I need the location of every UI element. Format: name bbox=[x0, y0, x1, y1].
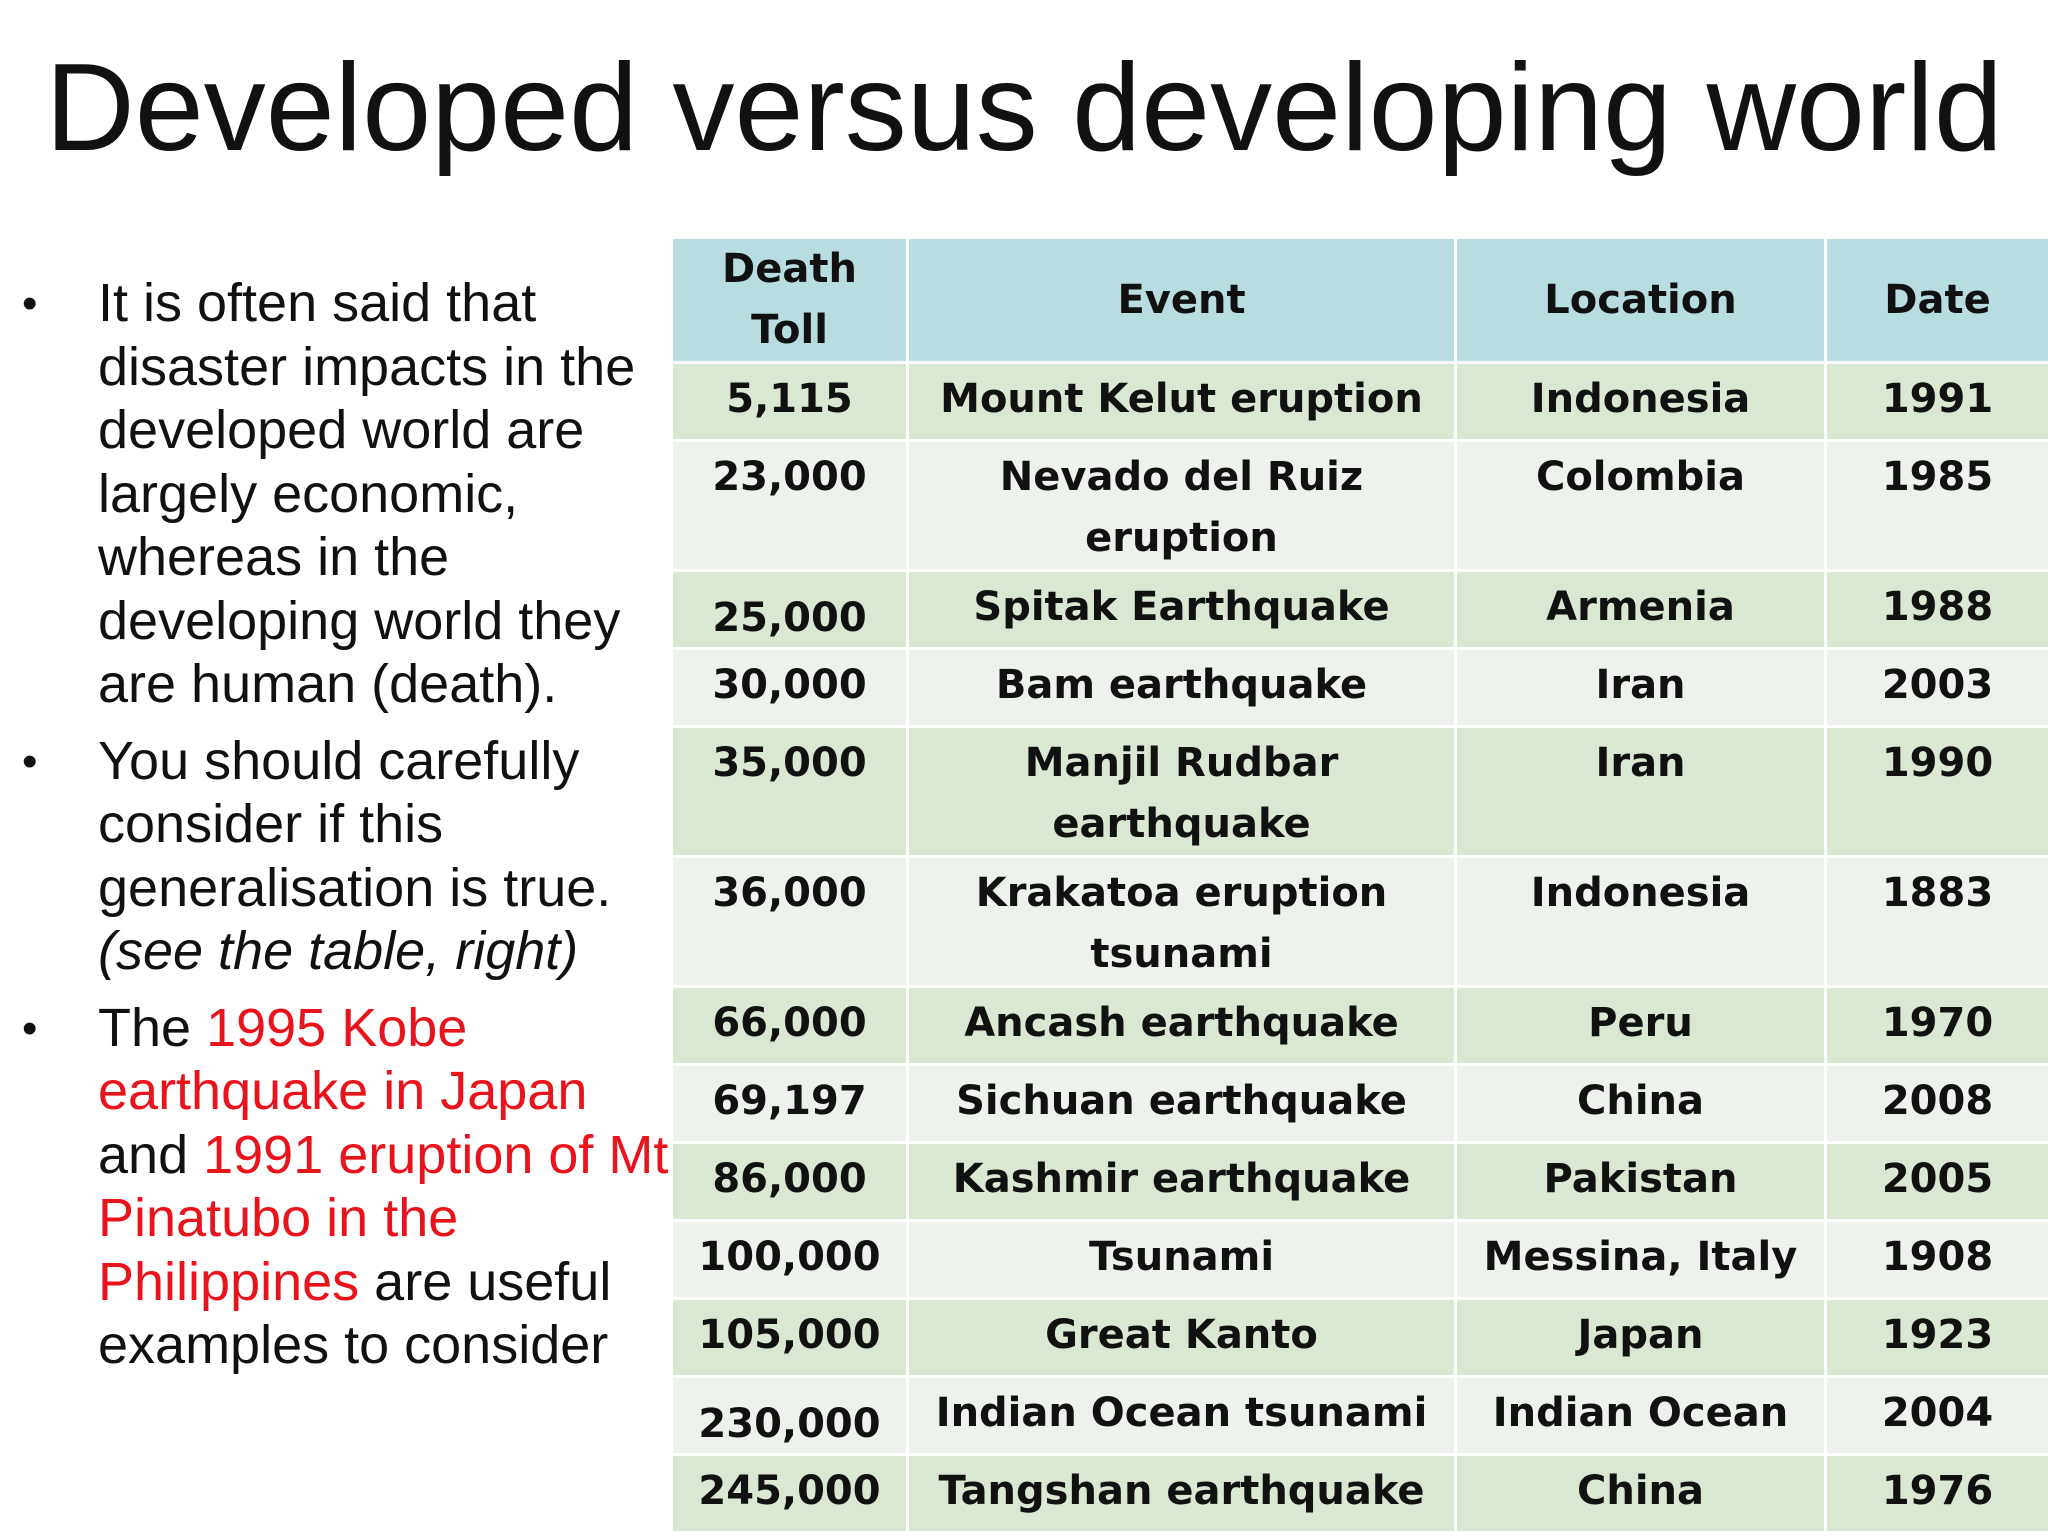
cell-death-toll: 86,000 bbox=[670, 1141, 909, 1222]
table-row: 5,115 Mount Kelut eruption Indonesia 199… bbox=[670, 361, 2048, 442]
cell-location: Armenia bbox=[1454, 569, 1827, 650]
cell-death-toll: 25,000 bbox=[670, 569, 909, 650]
cell-location: China bbox=[1454, 1453, 1827, 1534]
bullet-icon: • bbox=[22, 1003, 38, 1053]
cell-location: Indian Ocean bbox=[1454, 1375, 1827, 1456]
cell-date: 2003 bbox=[1824, 647, 2048, 728]
cell-date: 1883 bbox=[1824, 855, 2048, 988]
cell-location: Indonesia bbox=[1454, 855, 1827, 988]
slide-title: Developed versus developing world bbox=[45, 39, 2003, 177]
disaster-table: Death Toll Event Location Date 5,115 Mou… bbox=[670, 236, 2048, 1534]
cell-death-toll: 23,000 bbox=[670, 439, 909, 572]
cell-location: Colombia bbox=[1454, 439, 1827, 572]
table-row: 35,000 Manjil Rudbar earthquake Iran 199… bbox=[670, 725, 2048, 858]
cell-location: China bbox=[1454, 1063, 1827, 1144]
bullet-item: • You should carefully consider if this … bbox=[14, 730, 674, 984]
cell-date: 2004 bbox=[1824, 1375, 2048, 1456]
cell-death-toll: 69,197 bbox=[670, 1063, 909, 1144]
cell-event: Ancash earthquake bbox=[906, 985, 1457, 1066]
bullet-item: • The 1995 Kobe earthquake in Japan and … bbox=[14, 997, 674, 1378]
bullet-text: It is often said that disaster impacts i… bbox=[98, 273, 636, 714]
bullet-text: The bbox=[98, 997, 207, 1058]
table-row: 86,000 Kashmir earthquake Pakistan 2005 bbox=[670, 1141, 2048, 1222]
bullet-icon: • bbox=[22, 736, 38, 786]
bullet-item: • It is often said that disaster impacts… bbox=[14, 272, 674, 717]
cell-event: Mount Kelut eruption bbox=[906, 361, 1457, 442]
cell-location: Iran bbox=[1454, 647, 1827, 728]
cell-event: Indian Ocean tsunami bbox=[906, 1375, 1457, 1456]
table-row: 23,000 Nevado del Ruiz eruption Colombia… bbox=[670, 439, 2048, 572]
cell-event: Krakatoa eruption tsunami bbox=[906, 855, 1457, 988]
header-location: Location bbox=[1454, 236, 1827, 364]
cell-death-toll: 245,000 bbox=[670, 1453, 909, 1534]
cell-event: Nevado del Ruiz eruption bbox=[906, 439, 1457, 572]
cell-death-toll: 30,000 bbox=[670, 647, 909, 728]
table-row: 105,000 Great Kanto Japan 1923 bbox=[670, 1297, 2048, 1378]
cell-event: Kashmir earthquake bbox=[906, 1141, 1457, 1222]
cell-event: Tsunami bbox=[906, 1219, 1457, 1300]
cell-date: 1923 bbox=[1824, 1297, 2048, 1378]
cell-location: Messina, Italy bbox=[1454, 1219, 1827, 1300]
bullet-text: You should carefully consider if this ge… bbox=[98, 730, 612, 918]
cell-death-toll: 230,000 bbox=[670, 1375, 909, 1456]
header-death-toll: Death Toll bbox=[670, 236, 909, 364]
table-row: 30,000 Bam earthquake Iran 2003 bbox=[670, 647, 2048, 728]
cell-date: 1988 bbox=[1824, 569, 2048, 650]
cell-location: Pakistan bbox=[1454, 1141, 1827, 1222]
table-row: 100,000 Tsunami Messina, Italy 1908 bbox=[670, 1219, 2048, 1300]
cell-date: 1908 bbox=[1824, 1219, 2048, 1300]
cell-date: 1991 bbox=[1824, 361, 2048, 442]
cell-death-toll: 35,000 bbox=[670, 725, 909, 858]
cell-death-toll: 66,000 bbox=[670, 985, 909, 1066]
cell-location: Iran bbox=[1454, 725, 1827, 858]
table-row: 230,000 Indian Ocean tsunami Indian Ocea… bbox=[670, 1375, 2048, 1456]
cell-event: Manjil Rudbar earthquake bbox=[906, 725, 1457, 858]
table-header-row: Death Toll Event Location Date bbox=[670, 236, 2048, 364]
table-row: 25,000 Spitak Earthquake Armenia 1988 bbox=[670, 569, 2048, 650]
cell-date: 2008 bbox=[1824, 1063, 2048, 1144]
bullet-note: (see the table, right) bbox=[98, 921, 579, 981]
bullet-list: • It is often said that disaster impacts… bbox=[14, 272, 674, 1391]
table-row: 66,000 Ancash earthquake Peru 1970 bbox=[670, 985, 2048, 1066]
bullet-icon: • bbox=[22, 279, 38, 328]
header-event: Event bbox=[906, 236, 1457, 364]
bullet-text: are useful examples to consider bbox=[98, 1251, 612, 1376]
cell-location: Peru bbox=[1454, 985, 1827, 1066]
cell-event: Tangshan earthquake bbox=[906, 1453, 1457, 1534]
cell-date: 2005 bbox=[1824, 1141, 2048, 1222]
cell-death-toll: 100,000 bbox=[670, 1219, 909, 1300]
cell-date: 1985 bbox=[1824, 439, 2048, 572]
cell-location: Indonesia bbox=[1454, 361, 1827, 442]
cell-date: 1976 bbox=[1824, 1453, 2048, 1534]
highlight-pinatubo: 1991 eruption of Mt Pinatubo in the Phil… bbox=[98, 1124, 669, 1312]
header-date: Date bbox=[1824, 236, 2048, 364]
highlight-kobe: 1995 Kobe earthquake in Japan bbox=[98, 997, 588, 1122]
table-row: 36,000 Krakatoa eruption tsunami Indones… bbox=[670, 855, 2048, 988]
cell-date: 1990 bbox=[1824, 725, 2048, 858]
cell-date: 1970 bbox=[1824, 985, 2048, 1066]
table-row: 69,197 Sichuan earthquake China 2008 bbox=[670, 1063, 2048, 1144]
cell-event: Great Kanto bbox=[906, 1297, 1457, 1378]
cell-event: Sichuan earthquake bbox=[906, 1063, 1457, 1144]
cell-death-toll: 36,000 bbox=[670, 855, 909, 988]
table-row: 245,000 Tangshan earthquake China 1976 bbox=[670, 1453, 2048, 1534]
cell-event: Bam earthquake bbox=[906, 647, 1457, 728]
cell-death-toll: 5,115 bbox=[670, 361, 909, 442]
cell-event: Spitak Earthquake bbox=[906, 569, 1457, 650]
cell-death-toll: 105,000 bbox=[670, 1297, 909, 1378]
bullet-text: and bbox=[98, 1124, 204, 1185]
cell-location: Japan bbox=[1454, 1297, 1827, 1378]
